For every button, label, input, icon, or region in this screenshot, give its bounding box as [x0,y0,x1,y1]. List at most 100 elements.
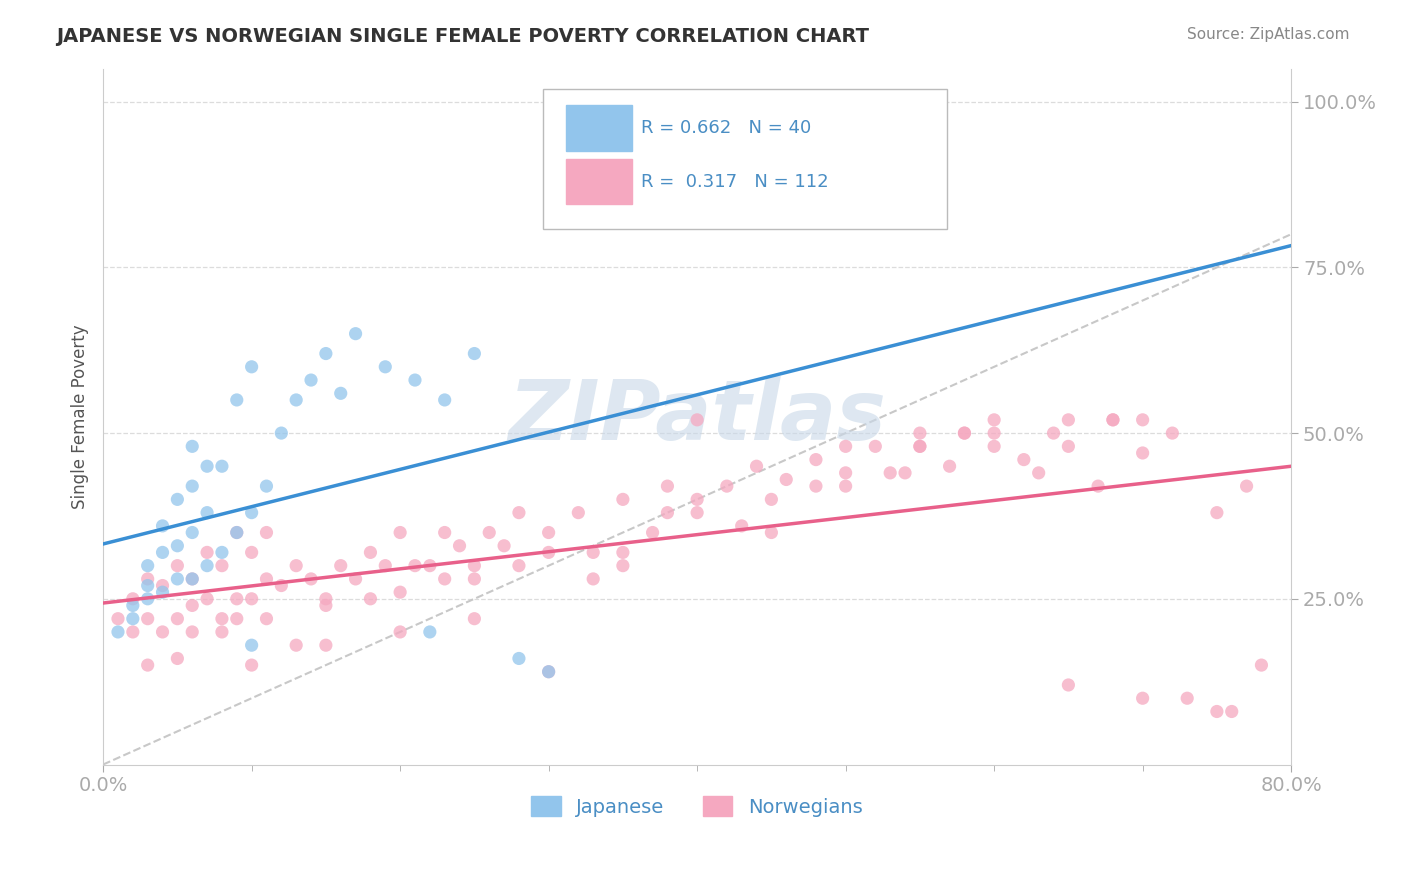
Point [508,506,530,520]
Point [433,572,456,586]
Point [285,558,308,573]
Point [686,413,709,427]
Point [107,612,129,626]
Point [582,545,605,559]
Point [152,578,174,592]
Point [195,545,218,559]
Point [463,612,485,626]
Point [299,373,322,387]
Point [508,558,530,573]
Point [225,612,247,626]
Point [166,539,188,553]
Point [211,624,233,639]
Point [612,492,634,507]
Point [686,506,709,520]
Point [879,466,901,480]
Point [181,624,204,639]
Point [195,558,218,573]
Point [508,651,530,665]
Point [894,466,917,480]
Point [152,585,174,599]
Point [804,452,827,467]
Point [389,525,412,540]
Point [908,439,931,453]
Point [152,545,174,559]
Point [1087,479,1109,493]
Point [537,545,560,559]
Point [315,599,337,613]
Point [166,492,188,507]
Point [166,651,188,665]
Point [166,612,188,626]
Point [1132,413,1154,427]
Point [256,572,278,586]
Point [256,612,278,626]
Point [211,545,233,559]
Point [745,459,768,474]
Point [181,572,204,586]
Point [1205,705,1227,719]
Point [1132,691,1154,706]
Point [761,492,783,507]
Point [240,638,263,652]
Point [983,439,1005,453]
Point [612,545,634,559]
Text: JAPANESE VS NORWEGIAN SINGLE FEMALE POVERTY CORRELATION CHART: JAPANESE VS NORWEGIAN SINGLE FEMALE POVE… [56,27,869,45]
Point [329,386,352,401]
Point [1220,705,1243,719]
Point [181,525,204,540]
Point [181,572,204,586]
Point [181,439,204,453]
Point [359,545,381,559]
Point [225,392,247,407]
Point [983,413,1005,427]
Point [731,519,754,533]
Point [1042,426,1064,441]
Point [463,346,485,360]
Point [166,572,188,586]
Point [374,558,396,573]
Point [641,525,664,540]
Point [315,346,337,360]
Point [686,492,709,507]
Point [374,359,396,374]
Point [612,558,634,573]
Point [315,638,337,652]
Point [285,638,308,652]
Point [1102,413,1125,427]
Point [240,545,263,559]
Point [136,572,159,586]
Point [121,599,143,613]
Point [211,558,233,573]
Point [1057,439,1080,453]
Point [953,426,976,441]
Point [834,439,856,453]
FancyBboxPatch shape [567,105,631,151]
Point [256,525,278,540]
Point [344,572,367,586]
Point [834,466,856,480]
Point [195,506,218,520]
Point [211,459,233,474]
Point [225,525,247,540]
Point [463,572,485,586]
Point [121,612,143,626]
Point [419,624,441,639]
Point [1057,678,1080,692]
Point [657,506,679,520]
Point [1161,426,1184,441]
Point [419,558,441,573]
Point [136,612,159,626]
Point [478,525,501,540]
Point [211,612,233,626]
Text: R =  0.317   N = 112: R = 0.317 N = 112 [641,173,830,191]
Point [433,392,456,407]
Point [107,624,129,639]
Point [195,459,218,474]
Point [285,392,308,407]
FancyBboxPatch shape [567,159,631,204]
Point [716,479,738,493]
Text: R = 0.662   N = 40: R = 0.662 N = 40 [641,119,811,136]
Point [181,599,204,613]
Point [181,479,204,493]
